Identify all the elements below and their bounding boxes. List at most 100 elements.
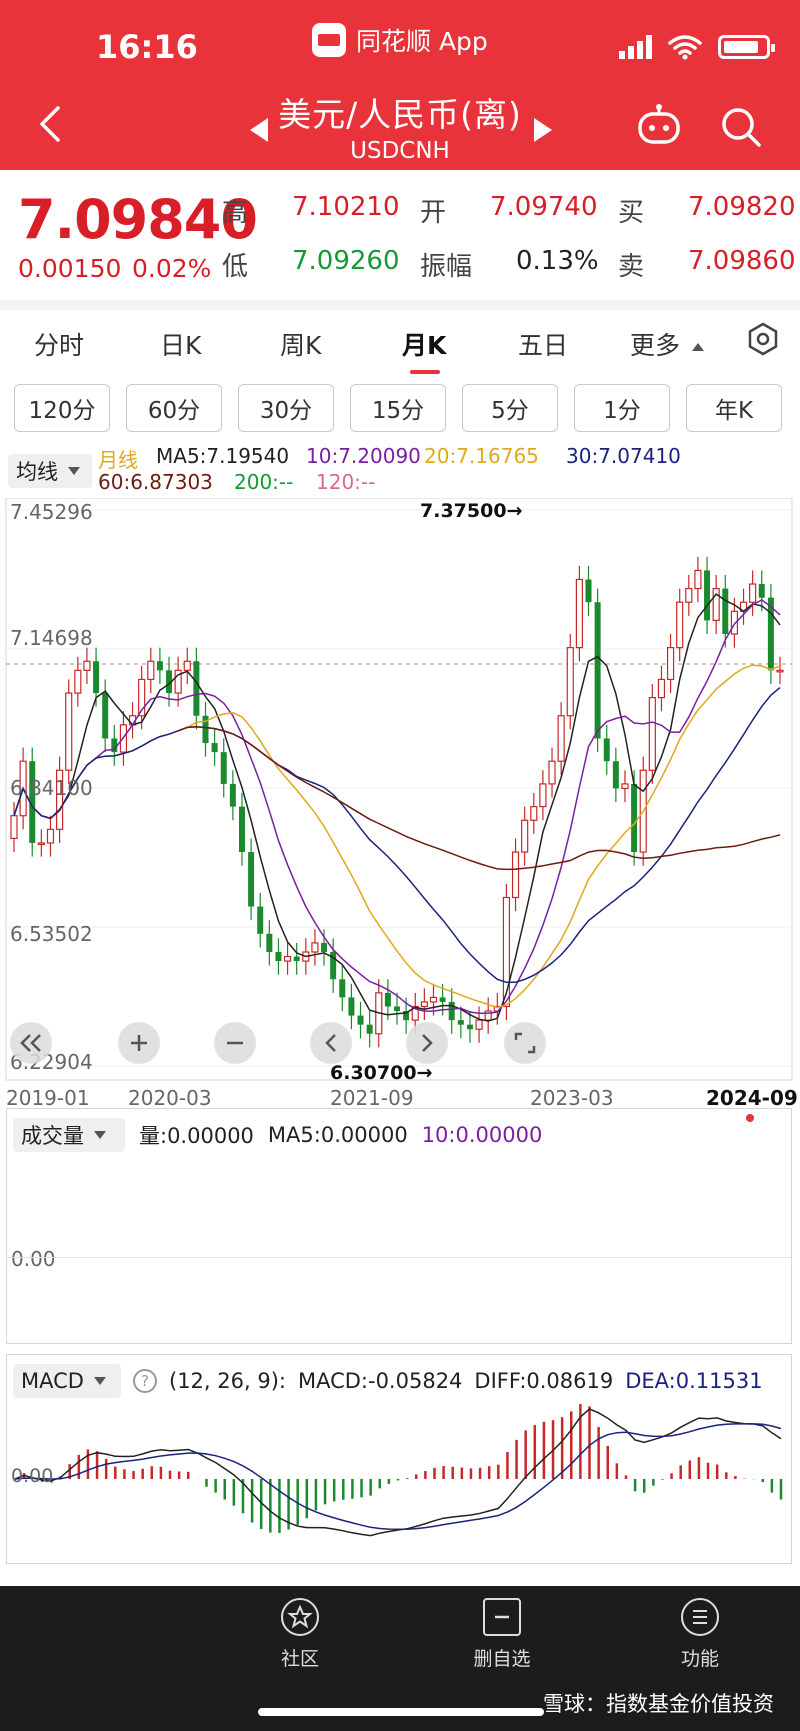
fullscreen-button[interactable] <box>504 1022 546 1064</box>
ma10-line <box>13 599 781 1015</box>
tab-daily-k[interactable]: 日K <box>160 331 202 360</box>
candle-body <box>466 1024 473 1030</box>
zoom-in-button[interactable] <box>118 1022 160 1064</box>
tab-more[interactable]: 更多 <box>630 326 704 362</box>
search-icon[interactable] <box>720 106 762 148</box>
candle-body <box>484 1010 492 1021</box>
price-change: 0.00150 <box>18 254 122 283</box>
candle-body <box>548 760 556 785</box>
candle-body <box>74 669 82 694</box>
ma-lines-group <box>13 592 781 1022</box>
caret-up-icon <box>691 343 704 351</box>
back-arrow-icon[interactable] <box>36 104 64 144</box>
period-120min-button[interactable]: 120分 <box>14 384 110 432</box>
macd-diff: DIFF:0.08619 <box>474 1369 614 1393</box>
ma30-value: 30:7.07410 <box>566 444 681 468</box>
volume-ma5: MA5:0.00000 <box>267 1123 408 1147</box>
macd-dropdown[interactable]: MACD <box>13 1364 121 1398</box>
star-community-icon <box>281 1598 319 1636</box>
volume-value: 量:0.00000 <box>139 1124 254 1148</box>
remove-watchlist-icon <box>483 1598 521 1636</box>
tab-intraday[interactable]: 分时 <box>34 331 85 360</box>
status-time: 16:16 <box>96 28 198 66</box>
x-label-4: 2023-03 <box>530 1086 614 1110</box>
period-5min-button[interactable]: 5分 <box>462 384 558 432</box>
home-indicator <box>258 1708 544 1716</box>
macd-chart <box>14 1404 783 1537</box>
candle-body <box>366 1024 373 1034</box>
candle-body <box>348 997 355 1016</box>
bottom-nav-bar: 社区 删自选 功能 雪球：指数基金价值投资 <box>0 1586 800 1731</box>
ma-dropdown-label: 均线 <box>16 460 58 484</box>
prev-symbol-arrow-icon[interactable] <box>250 118 268 142</box>
ma-dropdown[interactable]: 均线 <box>8 454 92 488</box>
ma5-value: MA5:7.19540 <box>156 444 290 468</box>
tab-monthly-k[interactable]: 月K <box>402 331 447 360</box>
volume-legend: 成交量 量:0.00000 MA5:0.00000 10:0.00000 <box>13 1117 542 1153</box>
scroll-right-button[interactable] <box>406 1022 448 1064</box>
macd-dea: DEA:0.11531 <box>625 1369 763 1393</box>
scroll-left-fast-button[interactable] <box>10 1022 52 1064</box>
candle-body <box>166 670 173 694</box>
candle-body <box>65 692 73 771</box>
candle-body <box>612 761 619 789</box>
amplitude-value: 0.13% <box>516 246 599 276</box>
period-30min-button[interactable]: 30分 <box>238 384 334 432</box>
active-tab-indicator <box>410 370 440 374</box>
price-change-pct: 0.02% <box>132 254 212 283</box>
hexagon-settings-icon[interactable] <box>746 322 780 356</box>
nav-functions[interactable]: 功能 <box>640 1598 760 1671</box>
zoom-out-button[interactable] <box>214 1022 256 1064</box>
help-icon[interactable]: ? <box>133 1369 157 1393</box>
scroll-left-button[interactable] <box>310 1022 352 1064</box>
kline-svg <box>5 497 793 1081</box>
candle-body <box>174 669 182 694</box>
tab-five-day[interactable]: 五日 <box>518 331 569 360</box>
nav-remove-watchlist[interactable]: 删自选 <box>442 1598 562 1671</box>
robot-assistant-icon[interactable] <box>636 104 682 148</box>
candle-body <box>211 743 218 753</box>
status-app[interactable]: 同花顺 App <box>312 22 488 58</box>
candle-body <box>502 896 511 1008</box>
period-15min-button[interactable]: 15分 <box>350 384 446 432</box>
ma120-value: 120:-- <box>316 470 376 494</box>
period-1min-button[interactable]: 1分 <box>574 384 670 432</box>
candle-body <box>220 752 227 784</box>
minus-icon <box>227 1041 243 1045</box>
nav-functions-label: 功能 <box>680 1648 719 1670</box>
candle-body <box>420 1001 428 1008</box>
sell-label: 卖 <box>618 252 645 282</box>
candle-body <box>521 819 529 853</box>
volume-dropdown[interactable]: 成交量 <box>13 1118 125 1152</box>
macd-panel: MACD ? (12, 26, 9): MACD:-0.05824 DIFF:0… <box>6 1354 792 1564</box>
candle-body <box>475 1019 483 1030</box>
volume-baseline <box>7 1257 791 1258</box>
caret-down-icon <box>94 1131 106 1139</box>
ma20-line <box>13 664 781 1009</box>
candle-body <box>37 842 45 846</box>
current-price: 7.09840 <box>18 188 258 251</box>
candle-body <box>448 1001 455 1021</box>
ma60-line <box>177 726 781 871</box>
x-label-3: 2021-09 <box>330 1086 414 1110</box>
kline-chart[interactable]: 7.45296 7.14698 6.84100 6.53502 6.22904 … <box>0 497 800 1122</box>
candle-body <box>648 696 656 771</box>
min-annotation: 6.30700→ <box>330 1062 433 1084</box>
candle-body <box>357 1015 364 1025</box>
candle-body <box>339 979 346 998</box>
macd-zero-label: 0.00 <box>11 1465 54 1487</box>
ma-legend: 均线 月线 MA5:7.19540 10:7.20090 20:7.16765 … <box>0 442 800 498</box>
sell-value: 7.09860 <box>688 246 796 276</box>
candle-body <box>694 569 702 590</box>
period-60min-button[interactable]: 60分 <box>126 384 222 432</box>
period-yearly-k-button[interactable]: 年K <box>686 384 782 432</box>
nav-community[interactable]: 社区 <box>240 1598 360 1671</box>
candle-body <box>29 761 36 843</box>
candle-body <box>749 583 757 603</box>
nav-remove-watchlist-label: 删自选 <box>473 1648 531 1670</box>
next-symbol-arrow-icon[interactable] <box>534 118 552 142</box>
fullscreen-icon <box>514 1032 536 1054</box>
candle-body <box>730 610 739 635</box>
tab-weekly-k[interactable]: 周K <box>280 331 322 360</box>
candle-body <box>55 769 64 830</box>
